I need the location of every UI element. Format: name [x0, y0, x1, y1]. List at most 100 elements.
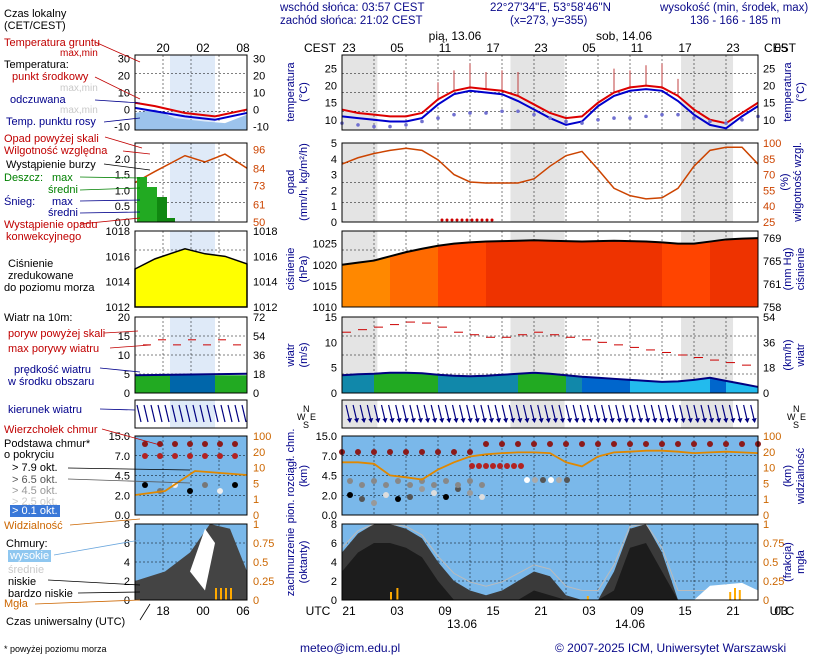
cloud-base-dot — [395, 478, 401, 484]
mini-temp-tick: 20 — [118, 70, 130, 82]
legend-mid: średnie — [8, 564, 45, 576]
wind-arrow-head — [694, 418, 700, 423]
cloud-base-dot — [483, 463, 489, 469]
cloud-top-dot — [547, 441, 553, 447]
precip-tick: 1 — [331, 201, 337, 213]
mini-wind-kmh-tick: 54 — [253, 331, 265, 343]
wind-arrow-head — [453, 418, 459, 423]
pressure-area — [598, 240, 614, 307]
cloud-base-dot — [407, 494, 413, 500]
pressure-area — [374, 256, 390, 307]
pressure-area — [342, 262, 358, 307]
pressure-area — [390, 252, 406, 307]
wind-arrow-head — [602, 418, 608, 423]
wind-area — [486, 374, 502, 393]
legend-okt01: > 0.1 okt. — [10, 505, 60, 517]
cloud-top-dot — [579, 441, 585, 447]
pressure-mmhg-tick: 769 — [763, 233, 781, 245]
mini-precip-tick: 1.0 — [115, 185, 130, 197]
wind-arrow-head — [709, 418, 715, 423]
convective-dot — [480, 218, 484, 222]
utc-tick: 03 — [774, 604, 788, 618]
cloud-top-dot — [499, 441, 505, 447]
mini-wind-arrow — [227, 404, 233, 423]
footnote: * powyżej poziomu morza — [4, 644, 107, 654]
mini-cest-tick: 20 — [156, 41, 170, 55]
pressure-axis-label: ciśnienie — [285, 248, 297, 291]
pressure-mmhg-tick: 758 — [763, 302, 781, 314]
wind-kmh-tick: 54 — [763, 312, 775, 324]
cest-label-right: CEST — [764, 41, 797, 55]
date2-label: 14.06 — [615, 617, 645, 631]
fog-bar — [738, 590, 741, 600]
visibility-axis-unit: (km) — [782, 465, 794, 487]
wind-arrow-head — [687, 418, 693, 423]
wind-area — [518, 372, 534, 393]
footer-email[interactable]: meteo@icm.edu.pl — [300, 641, 401, 655]
utc-tick: 09 — [438, 604, 452, 618]
cloud-base-dot — [564, 477, 570, 483]
wind-kmh-tick: 18 — [763, 363, 775, 375]
utc-tick: 09 — [630, 604, 644, 618]
cloud-tick: 4.5 — [322, 471, 337, 483]
cloud-base-dot — [443, 494, 449, 500]
cest-tick: 05 — [390, 41, 404, 55]
cloud-top-dot — [451, 449, 457, 455]
mini-wind-kmh-tick: 18 — [253, 369, 265, 381]
cest-tick: 05 — [774, 41, 788, 55]
temp-tick-right: 20 — [763, 81, 775, 93]
wind-arrow-head — [666, 418, 672, 423]
wind-area — [598, 377, 614, 393]
legend-wind-speed: prędkość wiatru — [14, 364, 92, 376]
mini-wind-arrow — [136, 404, 142, 423]
wind-arrow-head — [467, 418, 473, 423]
wind-arrow-head — [723, 418, 729, 423]
legend-cloud-top: Wierzchołek chmur — [4, 424, 98, 436]
night-shade — [510, 400, 565, 428]
compass-e-left: E — [310, 412, 316, 422]
mini-cloud-tick: 4.5 — [115, 471, 130, 483]
wind-area — [614, 378, 630, 393]
wind-arrow-head — [496, 418, 502, 423]
mini-pressure-tick-right: 1016 — [253, 251, 277, 263]
wind-area — [390, 372, 406, 393]
legend-feels-like: odczuwana — [10, 94, 66, 106]
panel-border — [341, 54, 759, 131]
cover-tick: 6 — [331, 538, 337, 550]
cloud-top-dot — [707, 441, 713, 447]
mini-pressure-tick: 1014 — [106, 277, 130, 289]
cloud-base-dot — [504, 463, 510, 469]
wind-arrow-head — [680, 418, 686, 423]
mini-fog-bar — [230, 588, 232, 600]
mini-utc-tick: 06 — [236, 604, 250, 618]
wind-arrow-head — [531, 418, 537, 423]
legend-pointer — [77, 591, 141, 594]
legend-wind: Wiatr na 10m: — [4, 312, 73, 324]
wind-arrow-head — [751, 418, 757, 423]
dew-point-dot — [580, 121, 584, 125]
wind-arrow-head — [446, 418, 452, 423]
dew-point-dot — [724, 121, 728, 125]
legend-storm: Wystąpienie burzy — [6, 159, 96, 171]
cover-tick: 4 — [331, 557, 337, 569]
wind-area — [630, 379, 646, 393]
dew-point-dot — [708, 119, 712, 124]
pressure-tick: 1020 — [313, 260, 337, 272]
cloud-top-dot — [723, 441, 729, 447]
wind-arrow-head — [567, 418, 573, 423]
wind-arrow-head — [595, 418, 601, 423]
temperature-line — [341, 84, 759, 125]
legend-snow: Śnieg: — [4, 196, 36, 208]
legend-cloud-base: Podstawa chmur* — [4, 438, 91, 450]
mini-high-cloud — [190, 528, 215, 591]
mini-panel-border — [134, 316, 248, 394]
day1-label: pią, 13.06 — [429, 29, 482, 43]
humidity-line — [341, 146, 759, 200]
pressure-axis-unit-right: (mm Hg) — [782, 248, 794, 291]
mini-cover-tick: 6 — [124, 538, 130, 550]
convective-dot — [470, 218, 474, 222]
dew-point-dot — [516, 109, 520, 114]
precip-tick: 4 — [331, 154, 337, 166]
cest-tick: 17 — [486, 41, 500, 55]
wind-tick: 10 — [325, 337, 337, 349]
